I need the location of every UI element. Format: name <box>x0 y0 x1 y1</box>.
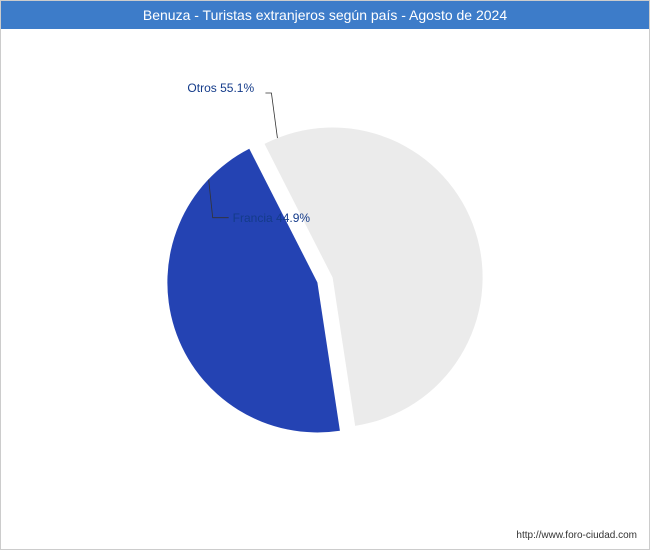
chart-title: Benuza - Turistas extranjeros según país… <box>143 7 507 23</box>
chart-area: Otros 55.1% Francia 44.9% http://www.for… <box>1 29 649 549</box>
pie-chart <box>165 120 485 445</box>
slice-label-francia: Francia 44.9% <box>233 211 310 225</box>
chart-title-bar: Benuza - Turistas extranjeros según país… <box>1 1 649 29</box>
pie-svg <box>165 120 485 440</box>
footer-attribution: http://www.foro-ciudad.com <box>516 530 637 541</box>
slice-label-otros: Otros 55.1% <box>187 81 254 95</box>
